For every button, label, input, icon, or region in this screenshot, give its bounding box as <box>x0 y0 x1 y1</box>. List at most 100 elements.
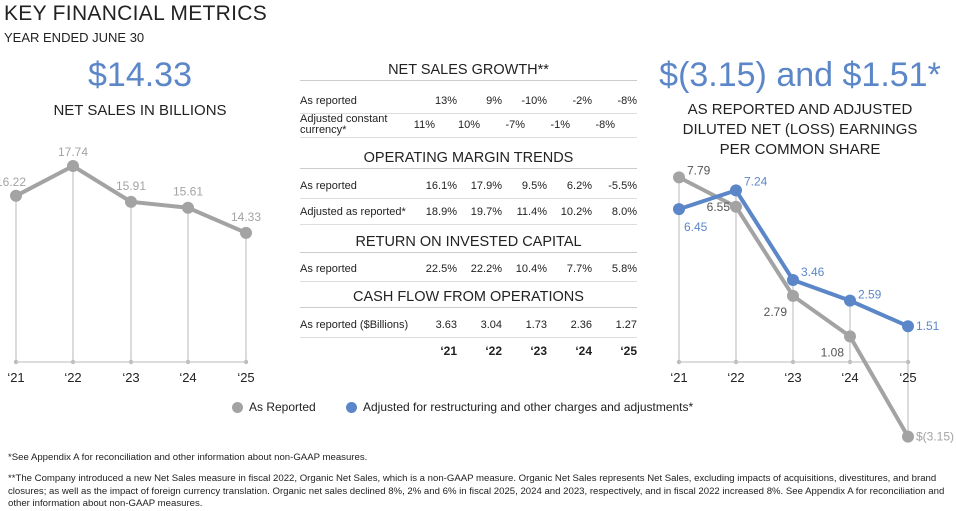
net-sales-headline: $14.33 <box>88 56 192 94</box>
cell-value: 9.5% <box>521 180 547 192</box>
year-label: ‘25 <box>620 344 637 358</box>
data-label: 16.22 <box>0 175 26 189</box>
cell-value: 11% <box>413 119 435 131</box>
table-row: Adjusted constant currency* 11% 10% -7% -1% -… <box>300 113 637 138</box>
row-label: As reported <box>300 179 357 192</box>
data-point <box>240 226 252 239</box>
cell-value: 1.73 <box>525 319 547 331</box>
row-label: Adjusted as reported* <box>300 205 406 218</box>
cell-value: 17.9% <box>470 180 502 192</box>
footnote-2: **The Company introduced a new Net Sales… <box>8 473 945 509</box>
eps-caption: AS REPORTED AND ADJUSTED DILUTED NET (LO… <box>682 101 918 158</box>
footnote-1: *See Appendix A for reconciliation and o… <box>8 452 368 463</box>
section-title: CASH FLOW FROM OPERATIONS <box>300 289 637 308</box>
data-label: 15.91 <box>116 179 146 193</box>
data-label: 1.08 <box>821 345 845 359</box>
legend-as-reported: As Reported <box>232 400 316 414</box>
year-label: ‘22 <box>485 344 502 358</box>
data-label: 2.79 <box>764 305 788 319</box>
net-sales-chart: ‘21 ‘22 ‘23 ‘24 ‘25 16.22 17.74 15.91 15.61 14.33 <box>0 145 261 385</box>
data-label: 6.45 <box>684 220 708 234</box>
cell-value: 22.2% <box>470 263 502 275</box>
cell-value: 2.36 <box>570 319 592 331</box>
data-point <box>787 289 799 302</box>
data-point <box>67 160 79 172</box>
cell-value: -7% <box>505 119 525 131</box>
x-tick-label: ‘25 <box>899 370 916 385</box>
cell-value: 19.7% <box>470 206 502 218</box>
cell-value: 3.63 <box>435 319 457 331</box>
cell-value: 9% <box>486 95 502 107</box>
year-label: ‘24 <box>575 344 592 358</box>
data-point <box>10 189 22 202</box>
x-tick-label: ‘24 <box>841 370 858 385</box>
data-point <box>673 171 685 184</box>
data-label: 14.33 <box>231 210 261 224</box>
eps-headline: $(3.15) and $1.51* <box>659 56 941 94</box>
data-label: 15.61 <box>173 185 203 199</box>
table-row: Adjusted as reported* 18.9% 19.7% 11.4% 10.2… <box>300 200 637 225</box>
data-label: 7.79 <box>687 163 711 177</box>
data-point <box>844 330 856 343</box>
data-point <box>730 200 742 213</box>
page-title: KEY FINANCIAL METRICS <box>4 2 268 25</box>
x-tick-label: ‘22 <box>64 370 81 385</box>
section-title: OPERATING MARGIN TRENDS <box>300 150 637 169</box>
legend-label: As Reported <box>249 400 316 414</box>
cell-value: 7.7% <box>566 263 592 275</box>
cell-value: 5.8% <box>611 263 637 275</box>
cell-value: 11.4% <box>516 206 547 218</box>
legend-label: Adjusted for restructuring and other cha… <box>363 400 694 414</box>
eps-chart: ‘21 ‘22 ‘23 ‘24 ‘25 7.79 6.55 2.79 1.08 $(3.15) 6.… <box>670 163 954 444</box>
x-tick-label: ‘23 <box>784 370 801 385</box>
data-label: 2.59 <box>858 288 882 302</box>
year-header-row: ‘21 ‘22 ‘23 ‘24 ‘25 <box>300 344 637 358</box>
x-tick-label: ‘23 <box>122 370 139 385</box>
page-subtitle: YEAR ENDED JUNE 30 <box>4 30 145 45</box>
data-point <box>730 184 742 197</box>
row-label: As reported <box>300 94 357 107</box>
data-label: 17.74 <box>58 145 88 159</box>
cell-value: 8.0% <box>611 206 637 218</box>
x-tick-label: ‘25 <box>237 370 254 385</box>
cell-value: -1% <box>550 119 570 131</box>
cell-value: -10% <box>521 95 547 107</box>
year-label: ‘21 <box>440 344 457 358</box>
cell-value: 1.27 <box>615 319 637 331</box>
table-row: As reported 13% 9% -10% -2% -8% <box>300 89 637 114</box>
row-label: As reported ($Billions) <box>300 318 409 331</box>
data-point <box>787 273 799 286</box>
gray-dot-icon <box>232 401 243 413</box>
data-point <box>844 294 856 307</box>
cell-value: -2% <box>572 95 592 107</box>
data-point <box>902 320 914 333</box>
row-label: As reported <box>300 262 357 275</box>
blue-dot-icon <box>346 401 357 413</box>
data-label: 3.46 <box>801 265 825 279</box>
table-row: As reported ($Billions) 3.63 3.04 1.73 2.36 1… <box>300 313 637 338</box>
cell-value: -8% <box>595 119 615 131</box>
cell-value: 10% <box>457 119 480 131</box>
cell-value: -8% <box>617 95 637 107</box>
x-tick-label: ‘24 <box>179 370 196 385</box>
data-label: 1.51 <box>916 319 940 333</box>
data-label: $(3.15) <box>916 430 954 444</box>
section-title: RETURN ON INVESTED CAPITAL <box>300 234 637 253</box>
cell-value: -5.5% <box>608 180 637 192</box>
data-point <box>182 201 194 214</box>
year-label: ‘23 <box>530 344 547 358</box>
data-point <box>673 203 685 216</box>
cell-value: 13% <box>434 95 457 107</box>
x-tick-label: ‘21 <box>7 370 24 385</box>
cell-value: 3.04 <box>480 319 502 331</box>
x-tick-label: ‘21 <box>670 370 687 385</box>
cell-value: 10.4% <box>515 263 547 275</box>
x-tick-label: ‘22 <box>727 370 744 385</box>
row-label: Adjusted constant currency* <box>300 113 388 136</box>
cell-value: 6.2% <box>566 180 592 192</box>
table-row: As reported 22.5% 22.2% 10.4% 7.7% 5.8% <box>300 257 637 282</box>
net-sales-caption: NET SALES IN BILLIONS <box>53 102 227 119</box>
cell-value: 16.1% <box>425 180 457 192</box>
cell-value: 18.9% <box>425 206 457 218</box>
legend-adjusted: Adjusted for restructuring and other cha… <box>346 400 693 414</box>
